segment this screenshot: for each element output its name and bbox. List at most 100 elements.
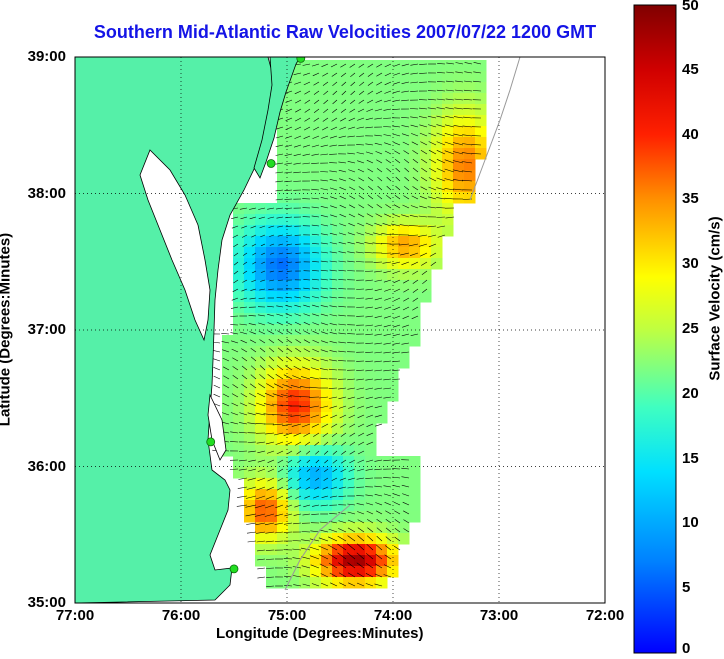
velocity-cell — [255, 214, 267, 226]
velocity-vector — [241, 383, 248, 389]
velocity-cell — [244, 412, 256, 424]
velocity-vector — [348, 223, 356, 227]
velocity-vector — [366, 108, 374, 112]
velocity-vector — [366, 553, 374, 560]
velocity-vector — [430, 261, 437, 267]
velocity-cell — [244, 368, 256, 380]
velocity-cell — [266, 555, 278, 567]
velocity-vector — [357, 511, 365, 515]
velocity-vector — [340, 117, 347, 122]
velocity-vector — [473, 71, 482, 74]
velocity-cell — [354, 346, 366, 358]
velocity-vector — [444, 141, 455, 146]
velocity-vector — [357, 423, 365, 428]
velocity-cell — [442, 148, 454, 160]
velocity-vector — [464, 62, 473, 65]
velocity-vector — [410, 81, 419, 84]
velocity-cell — [409, 291, 421, 303]
velocity-cell — [277, 335, 289, 347]
velocity-vector — [411, 315, 419, 320]
velocity-cell — [266, 456, 278, 468]
velocity-cell — [453, 170, 465, 182]
velocity-vector — [267, 477, 275, 482]
velocity-vector — [428, 186, 437, 191]
velocity-cell — [288, 93, 300, 105]
velocity-vector — [238, 468, 248, 471]
velocity-vector — [231, 348, 239, 353]
velocity-cell — [365, 522, 377, 534]
velocity-vector — [293, 162, 302, 165]
velocity-cell — [310, 379, 322, 391]
velocity-vector — [374, 351, 383, 354]
velocity-cell — [398, 82, 410, 94]
velocity-cell — [310, 236, 322, 248]
velocity-vector — [422, 288, 428, 293]
velocity-cell — [376, 203, 388, 215]
velocity-cell — [255, 511, 267, 523]
velocity-vector — [365, 360, 374, 362]
velocity-vector — [356, 552, 365, 560]
velocity-cell — [244, 423, 256, 435]
velocity-cell — [409, 247, 421, 259]
velocity-vector — [338, 572, 347, 578]
velocity-cell — [266, 445, 278, 457]
velocity-vector — [277, 225, 284, 228]
velocity-vector — [293, 72, 302, 75]
velocity-vector — [314, 486, 320, 490]
velocity-cell — [233, 390, 245, 402]
velocity-vector — [364, 232, 374, 236]
velocity-cell — [420, 225, 432, 237]
velocity-cell — [365, 115, 377, 127]
velocity-vector — [250, 288, 257, 291]
velocity-cell — [398, 511, 410, 523]
velocity-cell — [299, 82, 311, 94]
velocity-vector — [275, 171, 284, 174]
velocity-vector — [249, 207, 257, 210]
velocity-cell — [365, 269, 377, 281]
velocity-vector — [329, 278, 338, 281]
velocity-cell — [288, 489, 300, 501]
velocity-vector — [290, 414, 302, 417]
velocity-vector — [283, 531, 293, 533]
velocity-vector — [293, 180, 302, 182]
velocity-cell — [387, 291, 399, 303]
velocity-vector — [445, 80, 455, 83]
velocity-cell — [376, 104, 388, 116]
velocity-vector — [319, 377, 329, 380]
velocity-vector — [250, 356, 257, 362]
velocity-vector — [403, 158, 410, 164]
velocity-vector — [412, 167, 419, 173]
velocity-vector — [401, 90, 410, 93]
velocity-cell — [409, 104, 421, 116]
velocity-cell — [376, 335, 388, 347]
velocity-vector — [412, 288, 419, 293]
velocity-cell — [288, 247, 300, 259]
velocity-vector — [300, 414, 311, 418]
velocity-vector — [339, 223, 347, 227]
velocity-vector — [268, 356, 275, 362]
velocity-vector — [454, 89, 464, 92]
velocity-vector — [332, 450, 338, 455]
velocity-vector — [275, 126, 284, 130]
velocity-vector — [347, 572, 356, 578]
velocity-vector — [320, 233, 329, 236]
velocity-vector — [330, 126, 338, 131]
velocity-vector — [248, 402, 257, 407]
velocity-cell — [343, 434, 355, 446]
velocity-vector — [329, 305, 338, 308]
velocity-vector — [380, 243, 392, 245]
velocity-cell — [266, 357, 278, 369]
velocity-cell — [409, 236, 421, 248]
velocity-cell — [332, 357, 344, 369]
velocity-vector — [383, 333, 392, 336]
velocity-cell — [332, 148, 344, 160]
velocity-vector — [329, 341, 338, 344]
velocity-vector — [392, 342, 401, 345]
velocity-vector — [384, 90, 392, 94]
velocity-vector — [237, 495, 248, 498]
velocity-cell — [376, 511, 388, 523]
velocity-vector — [294, 504, 302, 508]
velocity-vector — [329, 269, 338, 272]
velocity-vector — [393, 204, 401, 209]
velocity-cell — [354, 500, 366, 512]
